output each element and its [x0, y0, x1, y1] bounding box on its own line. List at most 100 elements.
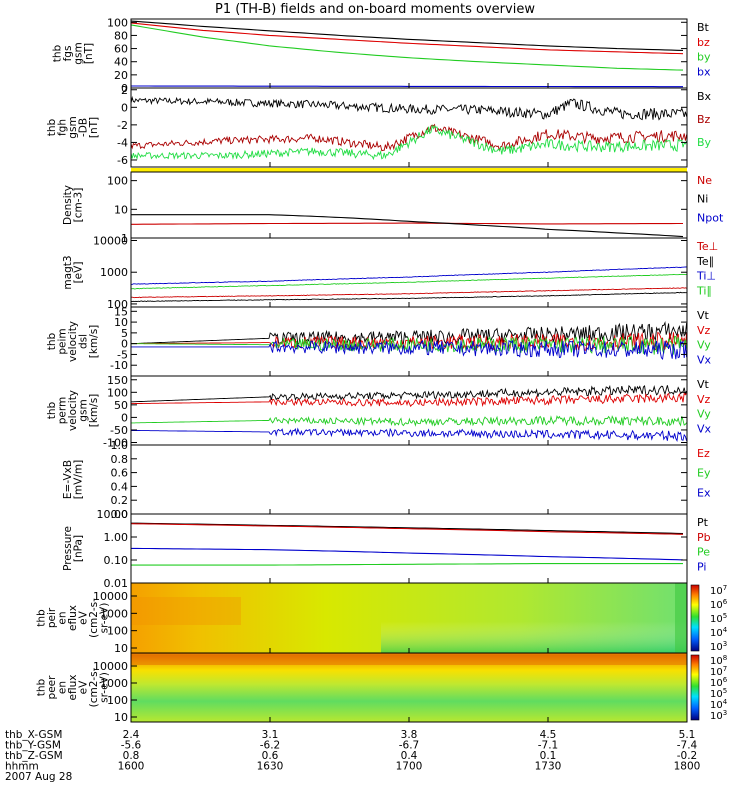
y-tick-label: 2	[121, 84, 128, 97]
series-pressure-Pe	[131, 563, 683, 566]
footer-row-label: thb_Y-GSM	[5, 740, 61, 752]
footer-value: 4.5	[540, 729, 557, 741]
y-tick-label: 15	[114, 305, 128, 318]
legend-fgs-bx: bx	[697, 65, 711, 78]
y-tick-label: -4	[117, 136, 128, 149]
electron-spectrogram-band	[131, 655, 687, 665]
y-tick-label: 0.10	[104, 554, 129, 567]
legend-fgh-Bz: Bz	[697, 113, 711, 126]
legend-perm_velocity-Vy: Vy	[697, 408, 711, 421]
footer-value: -7.1	[538, 740, 559, 752]
legend-fgs-by: by	[697, 51, 711, 64]
colorbar-label: 103	[710, 640, 727, 653]
legend-perm_velocity-Vz: Vz	[697, 393, 711, 406]
series-pressure-Pt	[131, 522, 684, 535]
series-peim_velocity-Vx	[131, 339, 688, 360]
footer-value: -6.2	[260, 740, 281, 752]
colorbar-label: 107	[710, 584, 727, 597]
y-tick-label: -100	[103, 436, 128, 449]
legend-peim_velocity-Vx: Vx	[697, 353, 712, 366]
series-fgs-Bt	[130, 20, 684, 51]
footer-value: -0.2	[677, 750, 698, 762]
legend-perm_velocity-Vt: Vt	[697, 378, 710, 391]
footer-row-label: thb_X-GSM	[5, 729, 62, 741]
series-fgh-By	[130, 124, 688, 161]
series-fgs-by	[130, 24, 684, 71]
legend-pressure-Pi: Pi	[697, 560, 706, 573]
legend-fgs-bz: bz	[697, 36, 710, 49]
series-temperature-Te∥	[130, 291, 687, 302]
y-tick-label: 0.01	[104, 577, 129, 590]
y-tick-label: 60	[114, 43, 128, 56]
y-tick-label: 100	[107, 175, 128, 188]
y-tick-label: 1000	[100, 266, 128, 279]
y-tick-label: 100	[107, 625, 128, 638]
y-tick-label: 20	[114, 69, 128, 82]
footer-value: 1600	[118, 761, 145, 773]
y-axis-label-temperature: magt3[eV]	[62, 255, 85, 289]
legend-density-Ni: Ni	[697, 193, 708, 206]
y-tick-label: 100	[107, 298, 128, 311]
legend-efield-Ey: Ey	[697, 467, 711, 480]
legend-efield-Ex: Ex	[697, 486, 711, 499]
series-fgs-bx	[131, 85, 683, 88]
legend-temperature-Ti⊥: Ti⊥	[696, 270, 716, 283]
footer-value: 0.6	[262, 750, 279, 762]
y-tick-label: -5	[117, 348, 128, 361]
panel-temperature: 10000 1000 100 Te⊥ Te∥ Ti⊥Ti∥ magt3[eV]	[62, 235, 718, 311]
y-tick-label: -6	[117, 154, 128, 167]
footer-value: 0.8	[123, 750, 140, 762]
colorbar-label: 107	[710, 665, 727, 678]
y-tick-label: 0	[121, 338, 128, 351]
y-tick-label: 10	[114, 316, 128, 329]
series-pressure-Pi	[131, 547, 684, 561]
footer-value: -6.7	[399, 740, 420, 752]
y-tick-label: 0.8	[111, 453, 129, 466]
panel-density: 100 10 1 Ne Ni Npot Density[cm-3]	[62, 171, 724, 245]
footer-value: 2.4	[123, 729, 140, 741]
legend-peim_velocity-Vy: Vy	[697, 339, 711, 352]
footer-value: 1700	[396, 761, 423, 773]
y-tick-label: 10000	[93, 660, 128, 673]
y-tick-label: 100	[107, 694, 128, 707]
series-fgs-bz	[130, 22, 684, 55]
y-tick-label: -2	[117, 119, 128, 132]
panel-frame	[130, 444, 688, 515]
y-tick-label: 100	[107, 386, 128, 399]
legend-pressure-Pb: Pb	[697, 531, 711, 544]
legend-perm_velocity-Vx: Vx	[697, 422, 712, 435]
legend-fgs-Bt: Bt	[697, 21, 710, 34]
y-axis-label-efield: E=-VxB[mV/m]	[62, 460, 85, 499]
y-tick-label: 0.6	[111, 467, 129, 480]
colorbar-label: 104	[710, 698, 728, 711]
ion-spectrogram-edge	[675, 583, 687, 653]
y-axis-label-perm_velocity: thbpermvelocitygsm[km/s]	[46, 390, 100, 431]
figure-title: P1 (TH-B) fields and on-board moments ov…	[215, 2, 535, 17]
footer-value: 1800	[674, 761, 701, 773]
panel-efield: 1.00.80.60.40.20.0 Ez Ey Ex E=-VxB[mV/m]	[62, 439, 711, 521]
footer-row-label: hhmm	[5, 761, 39, 773]
series-temperature-Te⊥	[131, 287, 687, 299]
y-tick-label: -10	[110, 359, 128, 372]
y-tick-label: 0	[121, 82, 128, 95]
series-perm_velocity-Vy	[131, 415, 687, 427]
colorbar-gradient	[690, 584, 700, 652]
footer-value: 0.4	[401, 750, 418, 762]
series-temperature-Ti∥	[130, 273, 687, 290]
fgh-yellow-band	[131, 168, 687, 172]
y-tick-label: 0	[121, 101, 128, 114]
y-axis-label-pressure: Pressure[nPa]	[62, 526, 85, 571]
y-axis-label-fgs: thbfgsgsm[nT]	[51, 42, 95, 64]
y-tick-label: 5	[121, 327, 128, 340]
colorbar-gradient	[690, 654, 700, 721]
y-tick-label: 150	[107, 374, 128, 387]
footer-value: -5.6	[121, 740, 142, 752]
footer-value: 5.1	[679, 729, 696, 741]
legend-pressure-Pe: Pe	[697, 546, 710, 559]
footer-value: 1630	[257, 761, 284, 773]
y-axis-label-density: Density[cm-3]	[62, 185, 85, 225]
